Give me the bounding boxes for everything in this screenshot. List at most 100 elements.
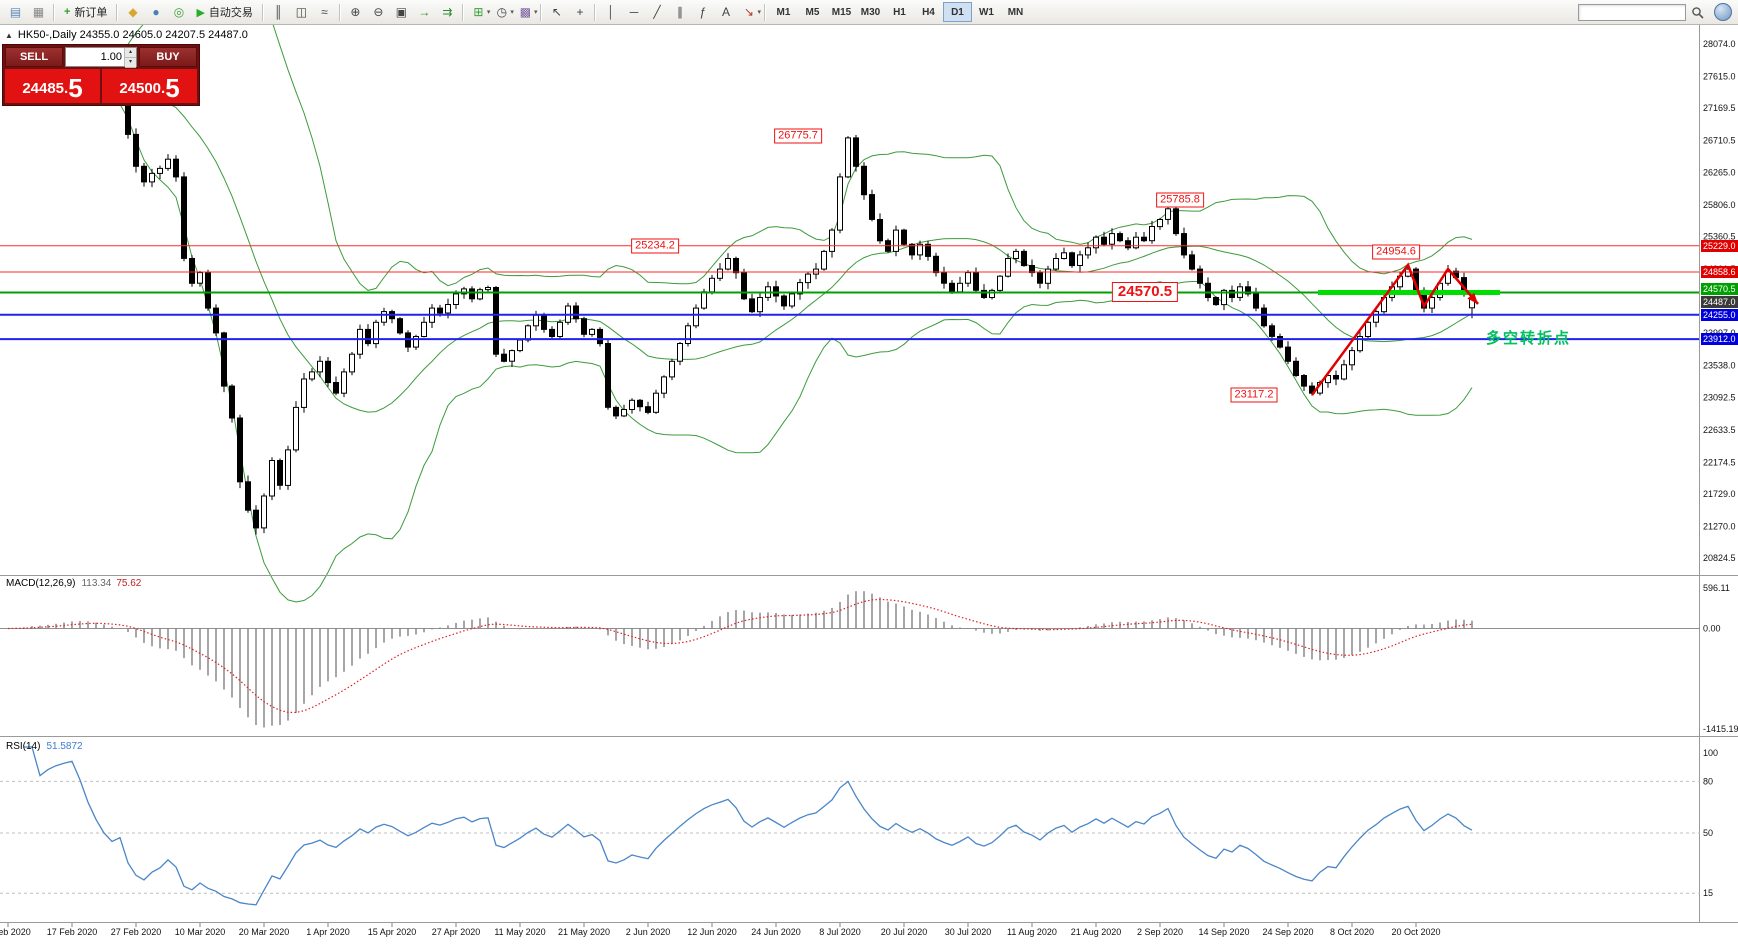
periods-button[interactable]: ◷	[496, 5, 508, 19]
crosshair-icon[interactable]: +	[576, 5, 584, 19]
price-label-annotation[interactable]: 25785.8	[1156, 192, 1204, 208]
svg-text:26710.5: 26710.5	[1703, 136, 1736, 146]
navigator-icon[interactable]: ●	[152, 5, 160, 19]
panel-toggle-icon[interactable]: ▲	[5, 30, 13, 40]
trend-zigzag-arrow[interactable]	[1310, 262, 1479, 396]
sell-button[interactable]: SELL	[5, 47, 63, 67]
macd-main-value: 113.34	[81, 578, 112, 589]
line-chart-icon[interactable]: ≈	[321, 5, 328, 19]
zoom-in-icon[interactable]: ⊕	[350, 5, 361, 19]
new-order-button[interactable]: + 新订单	[64, 6, 108, 19]
sell-price[interactable]: 24485. 5	[5, 69, 100, 103]
trendline-icon[interactable]: ╱	[653, 5, 661, 19]
price-label-annotation[interactable]: 25234.2	[631, 238, 679, 254]
svg-text:12 Jun 2020: 12 Jun 2020	[687, 927, 737, 937]
zoom-out-icon[interactable]: ⊖	[373, 5, 384, 19]
svg-text:100: 100	[1703, 748, 1718, 758]
svg-text:24 Jun 2020: 24 Jun 2020	[751, 927, 801, 937]
bollinger-middle	[39, 72, 1473, 413]
chart-ohlc-text: HK50-,Daily 24355.0 24605.0 24207.5 2448…	[17, 29, 248, 41]
timeframe-m30-button[interactable]: M30	[860, 6, 881, 18]
chart-canvas[interactable]: 28074.0 27615.0 27169.5 26710.5 26265.0 25806…	[0, 25, 1738, 946]
svg-text:8 Oct 2020: 8 Oct 2020	[1330, 927, 1374, 937]
svg-text:20824.5: 20824.5	[1703, 553, 1736, 563]
rsi-value: 51.5872	[46, 741, 83, 752]
toolbar-separator	[261, 3, 264, 21]
autoscroll-icon[interactable]: →	[418, 5, 431, 19]
volume-up-icon[interactable]: ▴	[125, 48, 136, 58]
price-label-annotation[interactable]: 26775.7	[774, 128, 822, 144]
profiles-icon[interactable]: ▦	[32, 5, 45, 19]
svg-text:27615.0: 27615.0	[1703, 72, 1736, 82]
svg-text:11 May 2020: 11 May 2020	[494, 927, 545, 937]
svg-text:25806.0: 25806.0	[1703, 200, 1736, 210]
text-icon[interactable]: A	[721, 5, 730, 19]
bollinger-upper	[39, 25, 1473, 291]
tile-windows-icon[interactable]: ▣	[395, 5, 408, 19]
rsi-line	[24, 746, 1473, 906]
svg-text:30 Jul 2020: 30 Jul 2020	[945, 927, 992, 937]
timeframe-m5-button[interactable]: M5	[805, 6, 820, 18]
buy-price[interactable]: 24500. 5	[102, 69, 197, 103]
search-input[interactable]	[1578, 3, 1686, 21]
new-chart-icon[interactable]: ▤	[9, 5, 22, 19]
toolbar-separator	[763, 3, 766, 21]
timeframe-w1-button[interactable]: W1	[978, 6, 994, 18]
timeframe-h4-button[interactable]: H4	[922, 6, 935, 18]
timeframe-mn-button[interactable]: MN	[1007, 6, 1024, 18]
turning-point-note[interactable]: 多空转折点	[1486, 330, 1572, 347]
indicators-button[interactable]: ⊞	[473, 5, 484, 19]
volume-down-icon[interactable]: ▾	[125, 58, 136, 68]
arrows-icon[interactable]: ↘	[743, 5, 754, 19]
fibonacci-icon[interactable]: ƒ	[699, 5, 707, 19]
svg-text:2 Jun 2020: 2 Jun 2020	[626, 927, 671, 937]
indicators-button-caret-icon[interactable]: ▾	[486, 9, 491, 16]
volume-stepper: ▴ ▾	[65, 47, 137, 68]
price-label-annotation[interactable]: 24570.5	[1111, 282, 1179, 302]
svg-text:22174.5: 22174.5	[1703, 457, 1736, 467]
terminal-icon[interactable]: ◎	[173, 5, 185, 19]
price-label-annotation[interactable]: 23117.2	[1230, 387, 1278, 403]
toolbar-separator	[116, 3, 119, 21]
svg-text:23538.0: 23538.0	[1703, 361, 1736, 371]
periods-button-caret-icon[interactable]: ▾	[510, 9, 514, 16]
chart-shift-icon[interactable]: ⇉	[442, 5, 453, 19]
svg-text:2 Sep 2020: 2 Sep 2020	[1137, 927, 1183, 937]
trend-arrowhead-icon	[1467, 292, 1478, 304]
toolbar-separator	[338, 3, 341, 21]
volume-input[interactable]	[66, 48, 124, 66]
vertical-line-icon[interactable]: │	[607, 5, 615, 19]
svg-text:21270.0: 21270.0	[1703, 522, 1736, 532]
channel-icon[interactable]: ∥	[676, 5, 683, 19]
svg-text:27 Feb 2020: 27 Feb 2020	[111, 927, 162, 937]
timeframe-h1-button[interactable]: H1	[893, 6, 906, 18]
community-icon[interactable]	[1714, 3, 1732, 21]
autotrading-button[interactable]: ▶ 自动交易	[196, 6, 253, 20]
svg-text:50: 50	[1703, 828, 1713, 838]
svg-text:11 Aug 2020: 11 Aug 2020	[1007, 927, 1057, 937]
buy-price-big-digit: 5	[165, 73, 180, 103]
search-icon[interactable]	[1688, 3, 1706, 21]
svg-text:10 Mar 2020: 10 Mar 2020	[175, 927, 226, 937]
timeframe-d1-button[interactable]: D1	[942, 2, 972, 22]
cursor-icon[interactable]: ↖	[551, 5, 562, 19]
timeframe-m1-button[interactable]: M1	[776, 6, 791, 18]
horizontal-line-icon[interactable]: ─	[629, 5, 639, 19]
templates-button-caret-icon[interactable]: ▾	[533, 9, 538, 16]
chart-info-line: ▲ HK50-,Daily 24355.0 24605.0 24207.5 24…	[5, 29, 248, 41]
arrows-icon-caret-icon[interactable]: ▾	[757, 9, 761, 16]
svg-text:1 Apr 2020: 1 Apr 2020	[306, 927, 350, 937]
svg-text:17 Feb 2020: 17 Feb 2020	[47, 927, 98, 937]
svg-text:21729.0: 21729.0	[1703, 489, 1736, 499]
templates-button[interactable]: ▩	[519, 5, 532, 19]
candlestick-chart-icon[interactable]: ◫	[295, 5, 308, 19]
price-axis-tag: 24255.0	[1701, 309, 1738, 321]
bar-chart-icon[interactable]: ║	[274, 5, 283, 19]
timeframe-m15-button[interactable]: M15	[831, 6, 852, 18]
metaeditor-icon[interactable]: ◆	[128, 5, 138, 19]
buy-button[interactable]: BUY	[139, 47, 197, 67]
date-axis-labels: 5 Feb 2020 17 Feb 2020 27 Feb 2020 10 Mar 2…	[0, 923, 1441, 937]
autotrading-icon: ▶	[196, 6, 205, 19]
price-label-annotation[interactable]: 24954.6	[1372, 244, 1420, 260]
